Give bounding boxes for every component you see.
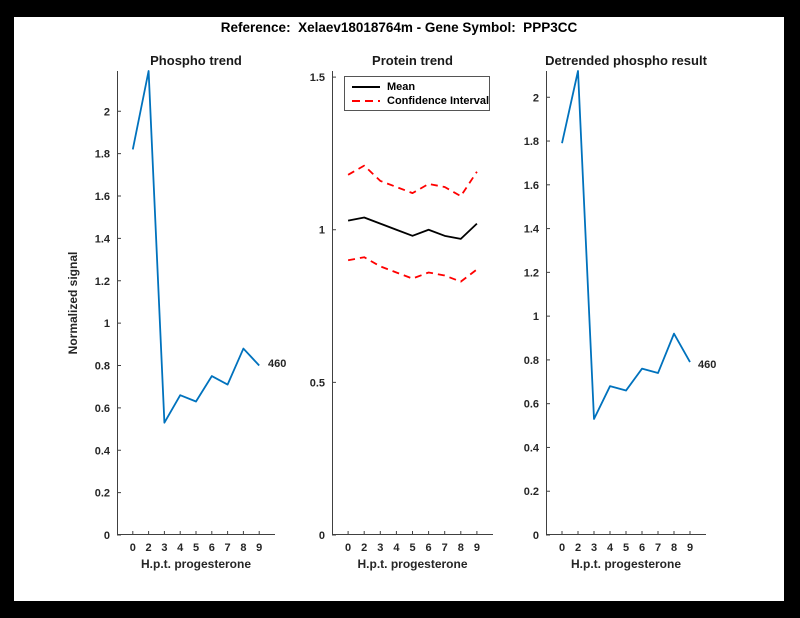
chart-protein-trend: 0 2 3 4 5 6 7 8 9 0 0.5 1 1.5 Protein trend H.p.t. pro… xyxy=(310,53,493,571)
y-tick-label: 1.5 xyxy=(310,72,325,84)
y-tick-label: 2 xyxy=(104,106,110,118)
y-tick-label: 0.8 xyxy=(524,355,539,367)
x-tick-label: 5 xyxy=(193,542,199,554)
x-tick-label: 9 xyxy=(256,542,262,554)
subplot-title: Phospho trend xyxy=(150,53,242,68)
y-tick-label: 0.8 xyxy=(95,361,110,373)
series-line-phospho-signal xyxy=(131,70,260,424)
x-tick-label: 5 xyxy=(409,542,415,554)
y-axis-label: Normalized signal xyxy=(66,252,80,355)
x-axis-label: H.p.t. progesterone xyxy=(141,557,251,571)
x-tick-label: 7 xyxy=(442,542,448,554)
y-tick-label: 1 xyxy=(104,318,110,330)
y-tick-label: 0.2 xyxy=(524,486,539,498)
legend-line-confidence-interval-icon xyxy=(352,100,380,102)
subplot-title: Protein trend xyxy=(372,53,453,68)
x-tick-label: 6 xyxy=(209,542,215,554)
x-tick-label: 4 xyxy=(607,542,614,554)
x-tick-label: 6 xyxy=(639,542,645,554)
legend-label-confidence-interval: Confidence Interval xyxy=(387,95,490,107)
y-tick-label: 0.6 xyxy=(524,399,539,411)
x-tick-label: 8 xyxy=(671,542,677,554)
x-tick-label: 3 xyxy=(377,542,383,554)
x-tick-label: 0 xyxy=(130,542,136,554)
detrended-phospho-result-plot: 0 2 3 4 5 6 7 8 900.20.40.60.811.21.41.61.82Detr… xyxy=(524,53,708,571)
legend-box: Mean Confidence Interval xyxy=(344,76,490,111)
y-tick-label: 2 xyxy=(533,92,539,104)
y-tick-label: 0 xyxy=(319,530,325,542)
y-tick-label: 1 xyxy=(533,311,539,323)
x-tick-label: 0 xyxy=(559,542,565,554)
legend-entry-mean: Mean xyxy=(351,80,489,94)
y-tick-label: 1 xyxy=(319,225,325,237)
figure-canvas: Reference: Xelaev18018764m - Gene Symbol… xyxy=(14,17,784,601)
y-tick-label: 0.2 xyxy=(95,488,110,500)
y-tick-label: 0 xyxy=(533,530,539,542)
x-tick-label: 9 xyxy=(687,542,693,554)
x-tick-label: 4 xyxy=(393,542,400,554)
annotation-460: 460 xyxy=(268,358,287,370)
y-tick-label: 1.2 xyxy=(95,276,110,288)
x-tick-label: 2 xyxy=(575,542,581,554)
y-tick-label: 0.4 xyxy=(524,442,540,454)
x-tick-label: 7 xyxy=(225,542,231,554)
subplot-title: Detrended phospho result xyxy=(545,53,707,68)
y-tick-label: 0 xyxy=(104,530,110,542)
y-tick-label: 0.4 xyxy=(95,445,111,457)
y-tick-label: 1.4 xyxy=(524,224,540,236)
x-tick-label: 5 xyxy=(623,542,629,554)
legend-label-mean: Mean xyxy=(387,81,416,93)
x-axis-label: H.p.t. progesterone xyxy=(357,557,467,571)
series-line-ci-lower xyxy=(347,256,478,283)
x-tick-label: 4 xyxy=(177,542,184,554)
y-tick-label: 1.8 xyxy=(524,136,539,148)
series-line-detrended-phospho-signal xyxy=(561,70,691,420)
x-tick-label: 8 xyxy=(458,542,464,554)
y-tick-label: 0.5 xyxy=(310,377,325,389)
y-tick-label: 0.6 xyxy=(95,403,110,415)
y-tick-label: 1.2 xyxy=(524,267,539,279)
x-tick-label: 2 xyxy=(146,542,152,554)
y-tick-label: 1.6 xyxy=(95,191,110,203)
series-line-ci-upper xyxy=(347,164,478,198)
annotation-460: 460 xyxy=(698,359,717,371)
chart-phospho-trend: 0 2 3 4 5 6 7 8 9 0 0.2 0.4 0.6 0.8 1 1.2 1.4 1.6 1.8 2 Phos… xyxy=(66,53,286,571)
x-tick-label: 6 xyxy=(426,542,432,554)
y-tick-label: 1.6 xyxy=(524,180,539,192)
series-line-mean xyxy=(347,216,478,240)
x-tick-label: 2 xyxy=(361,542,367,554)
legend-entry-confidence-interval: Confidence Interval xyxy=(351,94,489,108)
y-tick-label: 1.8 xyxy=(95,149,110,161)
x-tick-label: 7 xyxy=(655,542,661,554)
chart-detrended-phospho-result: 0 2 3 4 5 6 7 8 9 0 0.2 0.4 0.6 0.8 1 1.2 1.4 1.6 1.8 2 Detr… xyxy=(524,53,717,571)
x-tick-label: 9 xyxy=(474,542,480,554)
x-axis-label: H.p.t. progesterone xyxy=(571,557,681,571)
phospho-trend-plot: 0 2 3 4 5 6 7 8 900.20.40.60.811.21.41.61.82Phos… xyxy=(66,53,275,571)
x-tick-label: 8 xyxy=(240,542,246,554)
y-tick-label: 1.4 xyxy=(95,233,111,245)
legend-line-mean-icon xyxy=(352,86,380,88)
x-tick-label: 3 xyxy=(591,542,597,554)
figure-title: Reference: Xelaev18018764m - Gene Symbol… xyxy=(220,20,578,35)
x-tick-label: 0 xyxy=(345,542,351,554)
x-tick-label: 3 xyxy=(161,542,167,554)
